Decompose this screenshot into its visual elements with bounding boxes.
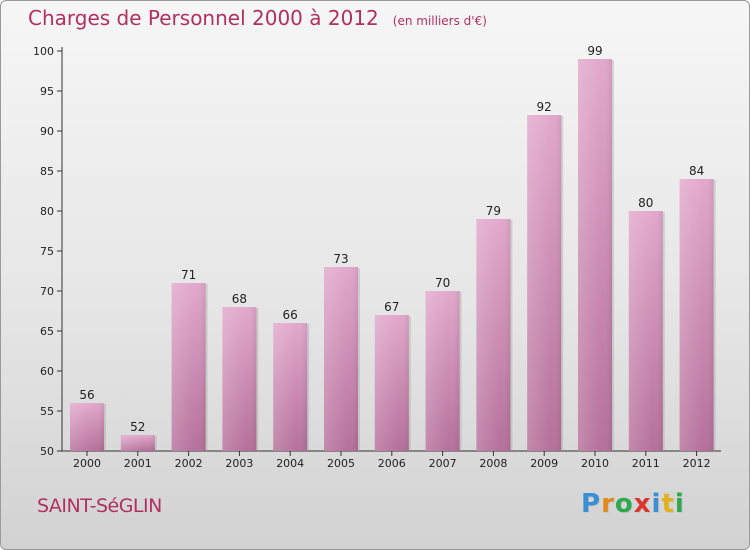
data-label: 71: [181, 268, 196, 282]
logo-letter: i: [651, 489, 662, 519]
logo-letter: t: [661, 489, 675, 519]
bar-highlight: [222, 307, 257, 451]
y-tick-label: 70: [40, 285, 54, 298]
bar-highlight: [120, 435, 155, 451]
bar-highlight: [476, 219, 511, 451]
y-tick-label: 75: [40, 245, 54, 258]
data-label: 66: [283, 308, 298, 322]
bar-highlight: [273, 323, 308, 451]
bar-highlight: [527, 115, 562, 451]
y-tick-label: 100: [33, 45, 54, 58]
title-text: Charges de Personnel 2000 à 2012: [28, 6, 379, 30]
data-label: 70: [435, 276, 450, 290]
data-label: 99: [587, 44, 602, 58]
x-tick-label: 2003: [225, 457, 253, 470]
logo-letter: P: [581, 489, 602, 519]
x-tick-label: 2005: [327, 457, 355, 470]
proxiti-logo: Proxiti: [581, 489, 685, 519]
data-label: 56: [79, 388, 94, 402]
bar-highlight: [628, 211, 663, 451]
x-tick-label: 2004: [276, 457, 304, 470]
bar-highlight: [374, 315, 409, 451]
bar-highlight: [679, 179, 714, 451]
data-label: 79: [486, 204, 501, 218]
y-tick-label: 60: [40, 365, 54, 378]
data-label: 52: [130, 420, 145, 434]
data-label: 67: [384, 300, 399, 314]
x-tick-label: 2001: [124, 457, 152, 470]
bar-highlight: [171, 283, 206, 451]
data-label: 80: [638, 196, 653, 210]
chart-subtitle: (en milliers d'€): [392, 14, 487, 28]
logo-letter: i: [674, 489, 685, 519]
y-tick-label: 90: [40, 125, 54, 138]
y-tick-label: 55: [40, 405, 54, 418]
data-label: 73: [333, 252, 348, 266]
bar-highlight: [324, 267, 358, 451]
city-name: SAINT-SéGLIN: [37, 495, 162, 517]
y-tick-label: 65: [40, 325, 54, 338]
y-tick-label: 80: [40, 205, 54, 218]
x-tick-label: 2008: [479, 457, 507, 470]
x-tick-label: 2010: [581, 457, 609, 470]
bar-highlight: [425, 291, 460, 451]
y-tick-label: 85: [40, 165, 54, 178]
x-tick-label: 2009: [530, 457, 558, 470]
x-tick-label: 2006: [378, 457, 406, 470]
logo-letter: o: [614, 489, 634, 519]
y-tick-label: 50: [40, 445, 54, 458]
x-tick-label: 2002: [175, 457, 203, 470]
bar-highlight: [578, 59, 612, 451]
data-label: 92: [537, 100, 552, 114]
logo-letter: r: [601, 489, 615, 519]
x-tick-label: 2011: [632, 457, 660, 470]
chart-title: Charges de Personnel 2000 à 2012 (en mill…: [28, 6, 487, 30]
y-tick-label: 95: [40, 85, 54, 98]
x-tick-label: 2000: [73, 457, 101, 470]
data-label: 68: [232, 292, 247, 306]
logo-letter: x: [633, 489, 652, 519]
x-tick-label: 2007: [429, 457, 457, 470]
bar-highlight: [70, 403, 104, 451]
data-label: 84: [689, 164, 704, 178]
x-tick-label: 2012: [683, 457, 711, 470]
